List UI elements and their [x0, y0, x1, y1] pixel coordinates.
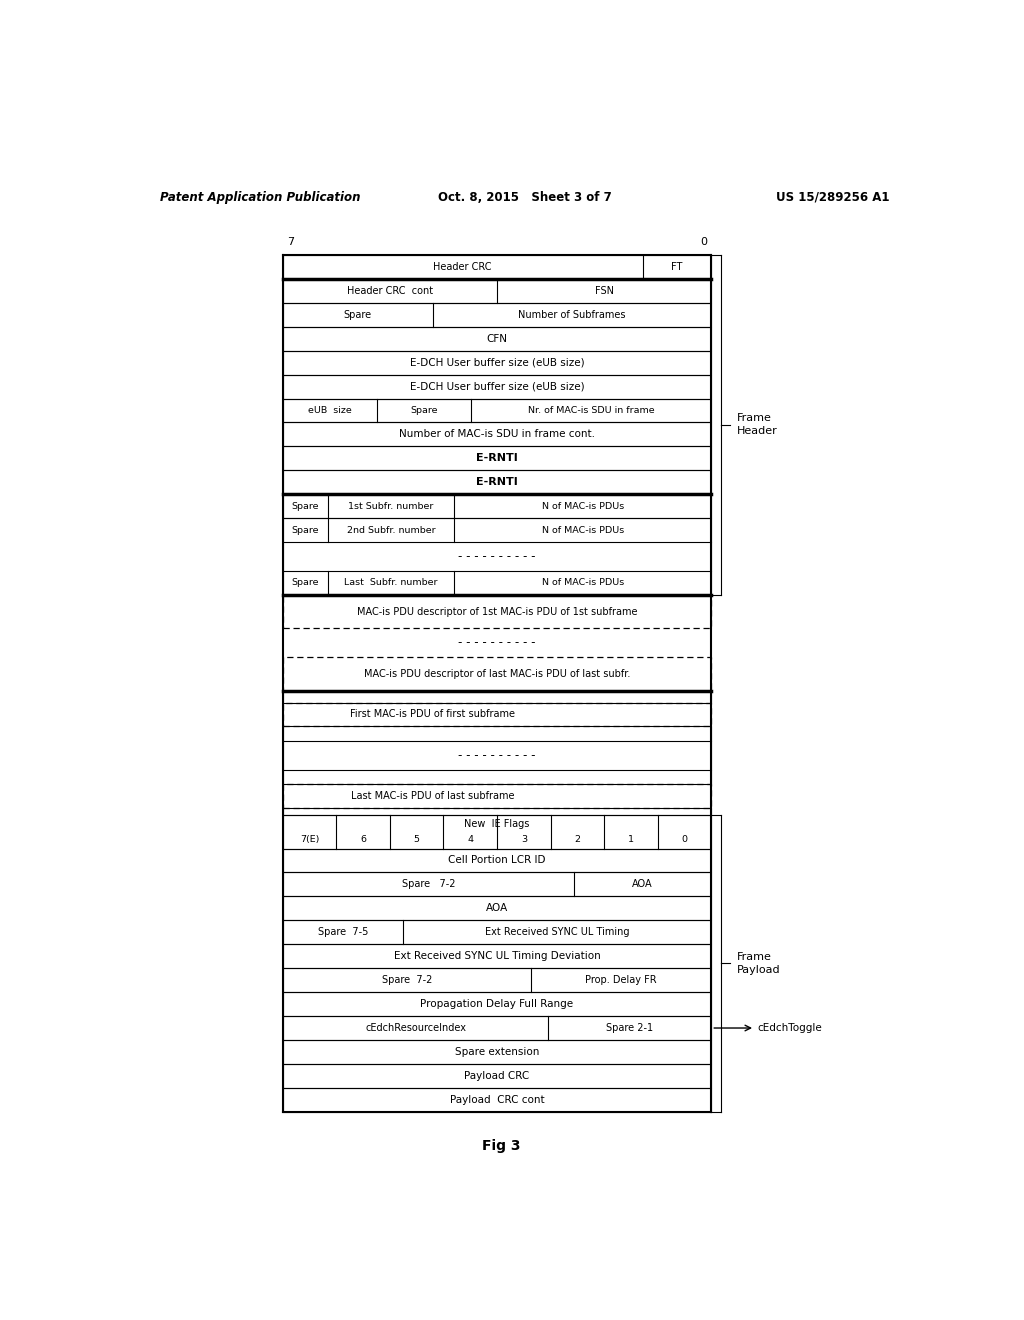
Text: 2nd Subfr. number: 2nd Subfr. number	[347, 525, 435, 535]
Bar	[283, 570, 712, 595]
Text: AOA: AOA	[633, 879, 653, 890]
Bar	[283, 920, 712, 944]
Text: Payload  CRC cont: Payload CRC cont	[450, 1094, 545, 1105]
Text: FSN: FSN	[595, 286, 613, 296]
Text: cEdchToggle: cEdchToggle	[758, 1023, 822, 1034]
Bar	[283, 279, 712, 302]
Text: Propagation Delay Full Range: Propagation Delay Full Range	[421, 999, 573, 1008]
Bar	[283, 327, 712, 351]
Text: 1: 1	[628, 834, 634, 843]
Text: N of MAC-is PDUs: N of MAC-is PDUs	[542, 578, 624, 587]
Text: First MAC-is PDU of first subframe: First MAC-is PDU of first subframe	[350, 709, 515, 719]
Text: Spare 2-1: Spare 2-1	[606, 1023, 653, 1034]
Text: 5: 5	[414, 834, 420, 843]
Bar	[283, 494, 712, 519]
Text: E-RNTI: E-RNTI	[476, 478, 518, 487]
Bar	[283, 1040, 712, 1064]
Text: cEdchResourceIndex: cEdchResourceIndex	[366, 1023, 466, 1034]
Bar	[283, 595, 712, 628]
Text: US 15/289256 A1: US 15/289256 A1	[776, 190, 890, 203]
Bar	[283, 375, 712, 399]
Text: FT: FT	[672, 261, 683, 272]
Text: Nr. of MAC-is SDU in frame: Nr. of MAC-is SDU in frame	[528, 407, 654, 414]
Text: New  IE Flags: New IE Flags	[464, 820, 529, 829]
Bar	[283, 690, 712, 702]
Text: E-DCH User buffer size (eUB size): E-DCH User buffer size (eUB size)	[410, 358, 585, 368]
Bar	[283, 770, 712, 784]
Bar	[283, 808, 712, 814]
Text: Frame
Payload: Frame Payload	[736, 952, 780, 975]
Text: Spare: Spare	[292, 502, 319, 511]
Text: AOA: AOA	[486, 903, 508, 913]
Text: 4: 4	[467, 834, 473, 843]
Text: 1st Subfr. number: 1st Subfr. number	[348, 502, 433, 511]
Text: N of MAC-is PDUs: N of MAC-is PDUs	[542, 502, 624, 511]
Text: Spare: Spare	[411, 407, 438, 414]
Bar	[283, 702, 712, 726]
Bar	[283, 873, 712, 896]
Bar	[283, 1064, 712, 1088]
Text: Header CRC: Header CRC	[433, 261, 492, 272]
Text: Ext Received SYNC UL Timing: Ext Received SYNC UL Timing	[484, 927, 630, 937]
Text: E-RNTI: E-RNTI	[476, 453, 518, 463]
Bar	[283, 446, 712, 470]
Text: Prop. Delay FR: Prop. Delay FR	[586, 975, 657, 985]
Text: Spare  7-5: Spare 7-5	[317, 927, 368, 937]
Text: 7: 7	[287, 236, 294, 247]
Bar	[283, 470, 712, 494]
Bar	[283, 1016, 712, 1040]
Text: Spare  7-2: Spare 7-2	[382, 975, 432, 985]
Text: Spare extension: Spare extension	[455, 1047, 540, 1057]
Text: Number of Subframes: Number of Subframes	[518, 310, 626, 319]
Text: Oct. 8, 2015   Sheet 3 of 7: Oct. 8, 2015 Sheet 3 of 7	[438, 190, 611, 203]
Text: Ext Received SYNC UL Timing Deviation: Ext Received SYNC UL Timing Deviation	[393, 952, 600, 961]
Bar	[283, 1088, 712, 1111]
Bar	[283, 399, 712, 422]
Bar	[283, 849, 712, 873]
Bar	[283, 422, 712, 446]
Text: Spare: Spare	[292, 578, 319, 587]
Text: Fig 3: Fig 3	[481, 1139, 520, 1154]
Text: Last  Subfr. number: Last Subfr. number	[344, 578, 437, 587]
Bar	[283, 968, 712, 993]
Text: MAC-is PDU descriptor of 1st MAC-is PDU of 1st subframe: MAC-is PDU descriptor of 1st MAC-is PDU …	[356, 607, 637, 616]
Text: Number of MAC-is SDU in frame cont.: Number of MAC-is SDU in frame cont.	[399, 429, 595, 440]
Text: Spare: Spare	[292, 525, 319, 535]
Bar	[283, 784, 712, 808]
Text: - - - - - - - - - -: - - - - - - - - - -	[459, 550, 536, 564]
Text: eUB  size: eUB size	[308, 407, 352, 414]
Bar	[283, 896, 712, 920]
Bar	[283, 993, 712, 1016]
Text: CFN: CFN	[486, 334, 508, 343]
Text: Payload CRC: Payload CRC	[465, 1071, 529, 1081]
Bar	[283, 657, 712, 690]
Bar	[283, 726, 712, 741]
Text: Spare: Spare	[344, 310, 372, 319]
Text: - - - - - - - - - -: - - - - - - - - - -	[459, 636, 536, 649]
Bar	[283, 302, 712, 327]
Text: 3: 3	[521, 834, 527, 843]
Text: Frame
Header: Frame Header	[736, 413, 777, 437]
Bar	[283, 944, 712, 968]
Bar	[283, 255, 712, 279]
Text: 0: 0	[700, 236, 708, 247]
Bar	[283, 814, 712, 849]
Text: Cell Portion LCR ID: Cell Portion LCR ID	[449, 855, 546, 866]
Text: 0: 0	[682, 834, 687, 843]
Text: N of MAC-is PDUs: N of MAC-is PDUs	[542, 525, 624, 535]
Text: 2: 2	[574, 834, 581, 843]
Text: Spare   7-2: Spare 7-2	[401, 879, 456, 890]
Text: MAC-is PDU descriptor of last MAC-is PDU of last subfr.: MAC-is PDU descriptor of last MAC-is PDU…	[364, 669, 630, 678]
Text: Last MAC-is PDU of last subframe: Last MAC-is PDU of last subframe	[351, 791, 514, 801]
Text: Header CRC  cont: Header CRC cont	[347, 286, 433, 296]
Bar	[283, 351, 712, 375]
Text: 7(E): 7(E)	[300, 834, 319, 843]
Text: Patent Application Publication: Patent Application Publication	[160, 190, 360, 203]
Text: - - - - - - - - - -: - - - - - - - - - -	[459, 748, 536, 762]
Text: 6: 6	[360, 834, 367, 843]
Bar	[283, 519, 712, 543]
Text: E-DCH User buffer size (eUB size): E-DCH User buffer size (eUB size)	[410, 381, 585, 392]
